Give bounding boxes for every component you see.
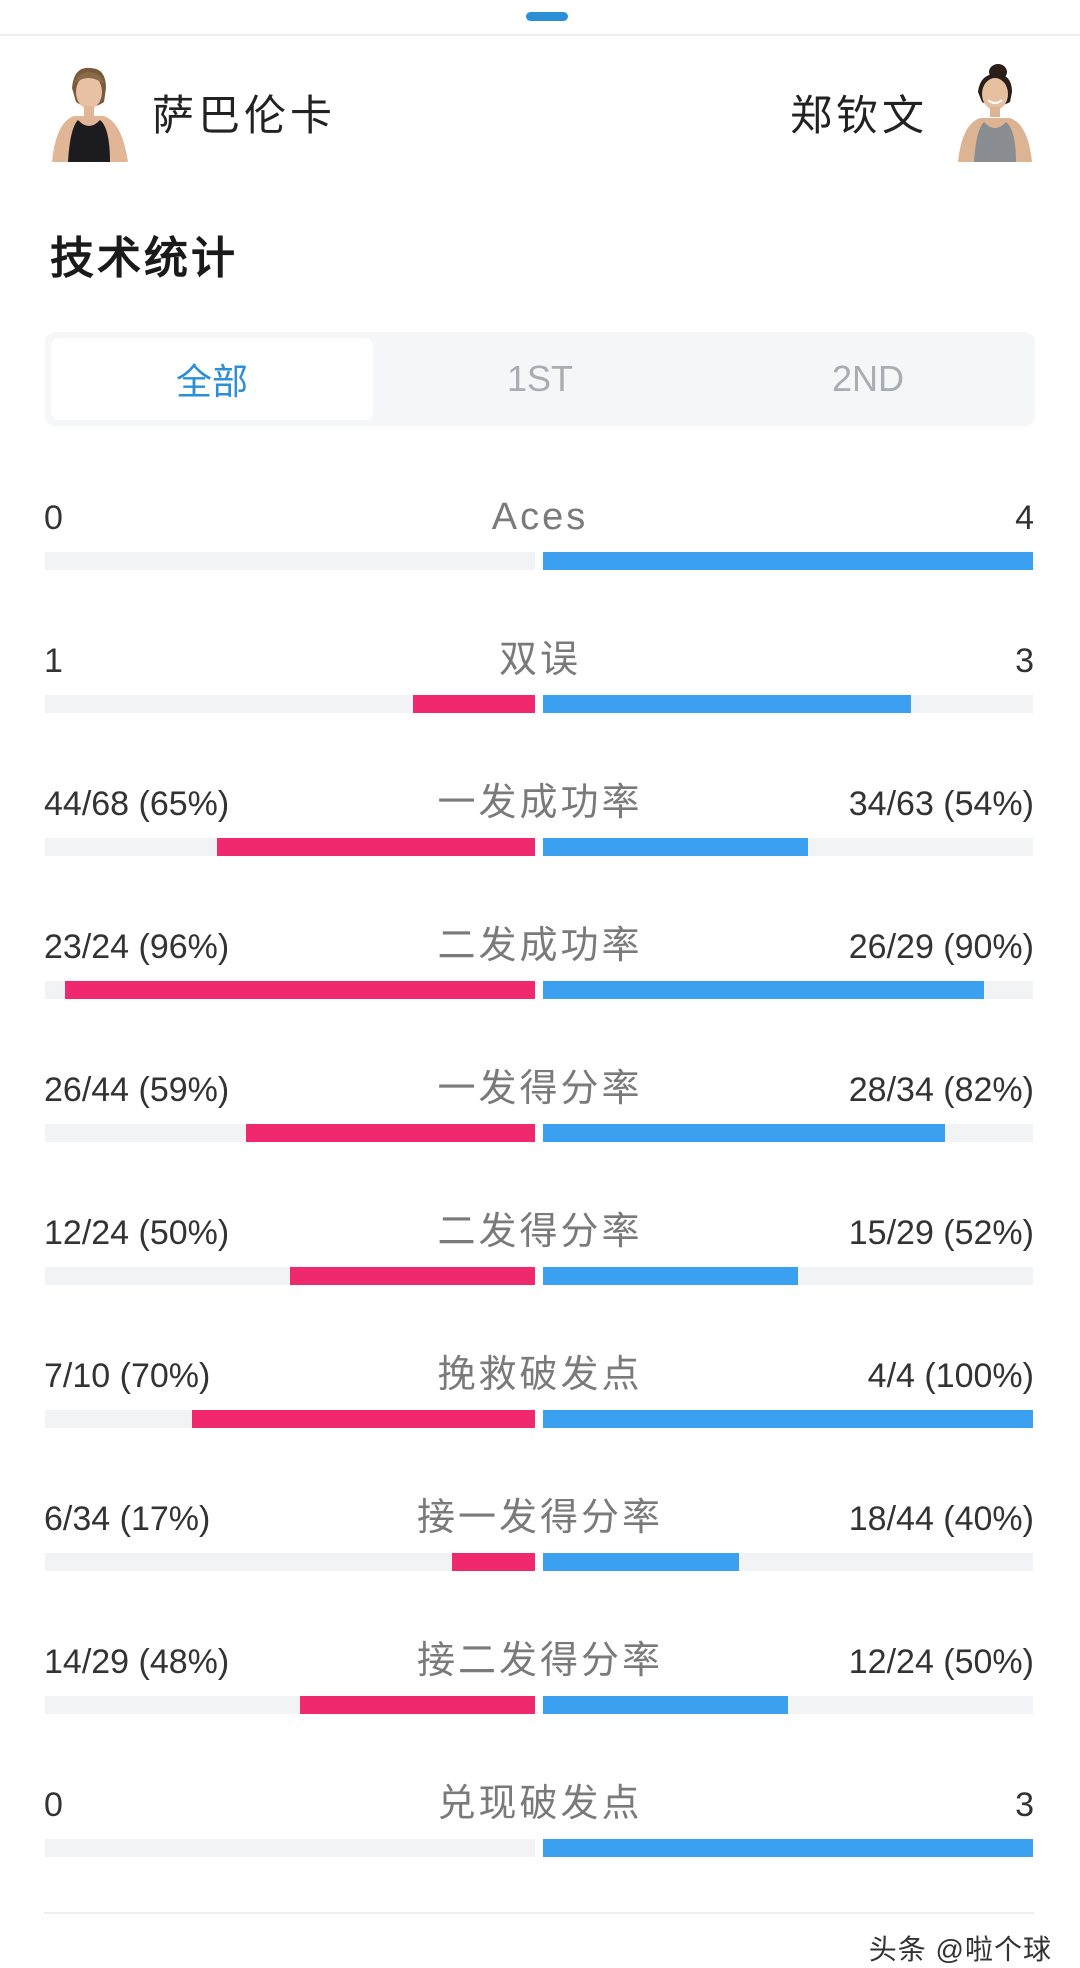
stat-right-value: 3 xyxy=(1015,1786,1034,1824)
stat-right-track xyxy=(543,1410,1033,1428)
stat-left-track xyxy=(45,1267,535,1285)
stat-label: 接二发得分率 xyxy=(416,1640,663,1682)
stat-left-value: 0 xyxy=(44,499,63,537)
stat-right-bar xyxy=(543,1267,798,1285)
stat-right-bar xyxy=(543,1839,1033,1857)
stat-label: 双误 xyxy=(498,639,581,681)
stat-right-bar xyxy=(543,1553,739,1571)
stat-right-bar xyxy=(543,981,984,999)
stat-left-bar xyxy=(64,981,535,999)
stat-left-value: 12/24 (50%) xyxy=(44,1214,230,1252)
stat-right-track xyxy=(543,1267,1033,1285)
stat-right-track xyxy=(543,695,1033,713)
stat-right-track xyxy=(543,1124,1033,1142)
stat-right-bar xyxy=(543,838,808,856)
stat-row-second-serve-won: 12/24 (50%) 二发得分率 15/29 (52%) xyxy=(0,1211,1080,1333)
stat-left-track xyxy=(45,1553,535,1571)
stat-left-track xyxy=(45,1410,535,1428)
stat-right-bar xyxy=(543,1696,788,1714)
stat-right-track xyxy=(543,1839,1033,1857)
watermark: 头条 @啦个球 xyxy=(868,1934,1052,1965)
stat-right-track xyxy=(543,1696,1033,1714)
stat-left-value: 44/68 (65%) xyxy=(44,785,230,823)
stat-left-value: 23/24 (96%) xyxy=(44,928,230,966)
player-left[interactable]: 萨巴伦卡 xyxy=(44,62,336,162)
stat-label: 接一发得分率 xyxy=(416,1497,663,1539)
player-right[interactable]: 郑钦文 xyxy=(790,62,1036,162)
stat-right-bar xyxy=(543,1410,1033,1428)
divider xyxy=(44,1912,1034,1914)
divider xyxy=(0,34,1080,36)
stat-right-value: 26/29 (90%) xyxy=(848,928,1034,966)
stat-label: 一发成功率 xyxy=(437,782,643,824)
stat-left-track xyxy=(45,981,535,999)
stat-left-value: 7/10 (70%) xyxy=(44,1357,211,1395)
stat-row-first-serve-in: 44/68 (65%) 一发成功率 34/63 (54%) xyxy=(0,782,1080,904)
stat-left-track xyxy=(45,552,535,570)
stat-left-value: 0 xyxy=(44,1786,63,1824)
stat-row-second-return-won: 14/29 (48%) 接二发得分率 12/24 (50%) xyxy=(0,1640,1080,1762)
stat-row-break-points-saved: 7/10 (70%) 挽救破发点 4/4 (100%) xyxy=(0,1354,1080,1476)
stat-right-value: 4/4 (100%) xyxy=(867,1357,1034,1395)
period-tabs: 全部 1ST 2ND xyxy=(45,332,1035,426)
stat-label: 二发成功率 xyxy=(437,925,643,967)
stat-left-bar xyxy=(299,1696,535,1714)
stat-right-track xyxy=(543,1553,1033,1571)
player-right-name: 郑钦文 xyxy=(789,91,928,139)
drag-handle[interactable] xyxy=(526,12,568,21)
tab-first-set[interactable]: 1ST xyxy=(506,358,574,399)
stat-right-value: 12/24 (50%) xyxy=(848,1643,1034,1681)
stat-label: 二发得分率 xyxy=(437,1211,643,1253)
stat-left-track xyxy=(45,1839,535,1857)
stat-right-track xyxy=(543,838,1033,856)
stat-right-bar xyxy=(543,552,1033,570)
stat-left-bar xyxy=(245,1124,535,1142)
stat-left-bar xyxy=(192,1410,535,1428)
stat-right-value: 3 xyxy=(1015,642,1034,680)
stat-right-value: 15/29 (52%) xyxy=(848,1214,1034,1252)
stat-row-break-points-converted: 0 兑现破发点 3 xyxy=(0,1783,1080,1905)
stat-left-track xyxy=(45,695,535,713)
stat-left-bar xyxy=(290,1267,535,1285)
stat-left-track xyxy=(45,1696,535,1714)
stat-left-track xyxy=(45,1124,535,1142)
stat-label: 挽救破发点 xyxy=(437,1354,643,1396)
stat-right-value: 18/44 (40%) xyxy=(848,1500,1034,1538)
stat-right-track xyxy=(543,552,1033,570)
tab-second-set[interactable]: 2ND xyxy=(831,358,905,399)
stat-left-track xyxy=(45,838,535,856)
stat-right-bar xyxy=(543,1124,945,1142)
stat-left-value: 6/34 (17%) xyxy=(44,1500,211,1538)
stat-left-value: 26/44 (59%) xyxy=(44,1071,230,1109)
stat-left-bar xyxy=(216,838,535,856)
stat-right-value: 34/63 (54%) xyxy=(848,785,1034,823)
stat-right-track xyxy=(543,981,1033,999)
stat-row-first-return-won: 6/34 (17%) 接一发得分率 18/44 (40%) xyxy=(0,1497,1080,1619)
stat-right-bar xyxy=(543,695,911,713)
stat-left-value: 14/29 (48%) xyxy=(44,1643,230,1681)
stat-row-aces: 0 Aces 4 xyxy=(0,496,1080,618)
stat-right-value: 4 xyxy=(1015,499,1034,537)
section-title: 技术统计 xyxy=(50,234,238,283)
player-left-name: 萨巴伦卡 xyxy=(152,91,337,139)
player-right-avatar xyxy=(948,62,1036,162)
player-left-avatar xyxy=(44,62,132,162)
stat-row-first-serve-won: 26/44 (59%) 一发得分率 28/34 (82%) xyxy=(0,1068,1080,1190)
stat-label: Aces xyxy=(491,496,589,538)
stat-left-value: 1 xyxy=(44,642,63,680)
stat-left-bar xyxy=(451,1553,535,1571)
stat-row-double-faults: 1 双误 3 xyxy=(0,639,1080,761)
stat-label: 一发得分率 xyxy=(437,1068,643,1110)
stat-row-second-serve-in: 23/24 (96%) 二发成功率 26/29 (90%) xyxy=(0,925,1080,1047)
tab-all[interactable]: 全部 xyxy=(51,338,373,420)
stat-left-bar xyxy=(412,695,535,713)
stat-right-value: 28/34 (82%) xyxy=(848,1071,1034,1109)
stat-label: 兑现破发点 xyxy=(437,1783,643,1825)
